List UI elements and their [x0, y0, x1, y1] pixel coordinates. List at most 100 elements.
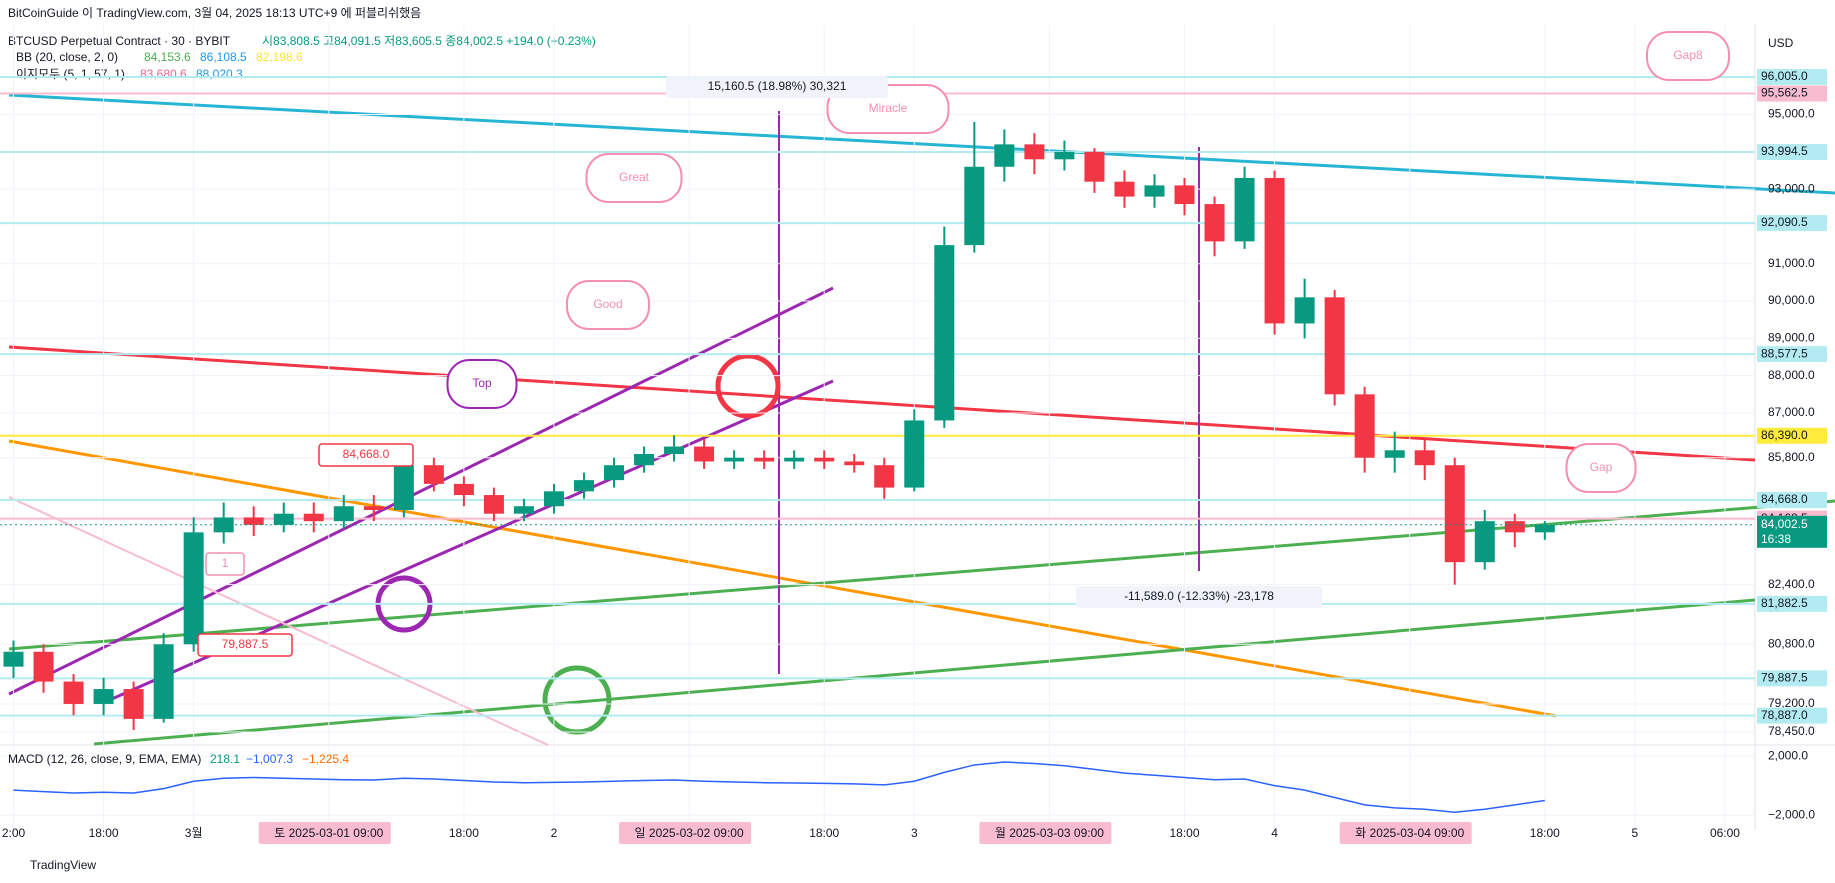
- price-level-label: 96,005.0: [1761, 69, 1808, 83]
- trend-line: [8, 499, 1835, 651]
- x-tick-label: 3월: [185, 826, 203, 840]
- last-price-label: 84,002.5: [1761, 517, 1808, 531]
- macd-line: [13, 761, 1545, 814]
- candle-body: [754, 457, 775, 462]
- measure-label: [1076, 586, 1322, 608]
- trend-line: [93, 598, 1756, 746]
- y-tick-label: 79,200.0: [1768, 696, 1815, 710]
- candle-body: [333, 506, 354, 522]
- candle-body: [1324, 297, 1345, 395]
- candle-body: [273, 513, 294, 525]
- callout-bubble: [585, 153, 683, 203]
- bb-name: BB (20, close, 2, 0): [16, 50, 118, 64]
- ohlc: 시83,808.5 고84,091.5 저83,605.5 종84,002.5 …: [262, 34, 596, 48]
- price-level-label: 93,994.5: [1761, 144, 1808, 158]
- candle-body: [1174, 185, 1195, 205]
- x-tick-label: 2:00: [2, 826, 26, 840]
- x-tick-label: 18:00: [89, 826, 119, 840]
- y-tick-label: 88,000.0: [1768, 368, 1815, 382]
- candle-body: [1474, 521, 1495, 563]
- callout-bubble: [1646, 31, 1730, 81]
- y-tick-label: 93,000.0: [1768, 181, 1815, 195]
- candle-body: [994, 144, 1015, 167]
- price-level-box: [1757, 69, 1827, 86]
- price-level-box: [1757, 346, 1827, 363]
- candle-body: [183, 532, 204, 645]
- candle-body: [123, 689, 144, 719]
- annotation: 79,887.5: [222, 637, 269, 651]
- candle-body: [3, 651, 24, 667]
- annotation: 84,668.0: [343, 447, 390, 461]
- candle-body: [1084, 151, 1105, 182]
- y-tick-label: 90,000.0: [1768, 293, 1815, 307]
- candle-body: [1444, 465, 1465, 563]
- candle-body: [694, 446, 715, 462]
- trend-line: [8, 93, 1835, 195]
- candle-body: [1114, 181, 1135, 197]
- candle-body: [964, 166, 985, 246]
- candle-body: [93, 689, 114, 704]
- y-tick-label: 85,800.0: [1768, 450, 1815, 464]
- published-line: BitCoinGuide 이 TradingView.com, 3월 04, 2…: [8, 6, 421, 20]
- bb-value: 82,198.6: [256, 50, 303, 64]
- annotation: Gap8: [1673, 48, 1703, 62]
- candle-body: [1534, 524, 1555, 533]
- x-tick-label: 18:00: [1530, 826, 1560, 840]
- y-tick-label: 78,450.0: [1768, 724, 1815, 738]
- price-level-label: 84,668.0: [1761, 492, 1808, 506]
- annotation: Great: [619, 170, 650, 184]
- y-tick-label: 91,000.0: [1768, 256, 1815, 270]
- price-level-label: 92,090.5: [1761, 215, 1808, 229]
- candle-body: [303, 513, 324, 522]
- candle-body: [543, 491, 564, 507]
- measure-label: [666, 76, 888, 98]
- price-level-box: [1757, 670, 1827, 687]
- x-tick-label: 4: [1271, 826, 1278, 840]
- candle-body: [423, 465, 444, 484]
- time-highlight: [1339, 822, 1472, 844]
- callout-bubble: [566, 280, 650, 330]
- candle-body: [634, 454, 655, 466]
- x-tick-label: 월 2025-03-03 09:00: [995, 826, 1104, 840]
- price-level-label: 86,390.0: [1761, 428, 1808, 442]
- x-tick-label: 토 2025-03-01 09:00: [274, 826, 383, 840]
- y-tick-label: 82,400.0: [1768, 577, 1815, 591]
- y-tick-label: 80,800.0: [1768, 636, 1815, 650]
- annotation: Miracle: [869, 101, 908, 115]
- indicator-value: 88,020.3: [196, 67, 243, 81]
- price-callout: [205, 552, 245, 576]
- annotation: 15,160.5 (18.98%) 30,321: [708, 79, 847, 93]
- time-highlight: [258, 822, 391, 844]
- countdown: 16:38: [1761, 532, 1791, 546]
- price-level-box: [1757, 215, 1827, 232]
- candle-body: [1264, 177, 1285, 324]
- price-callout: [318, 443, 414, 467]
- bb-value: 86,108.5: [200, 50, 247, 64]
- candle-body: [1234, 177, 1255, 242]
- callout-bubble: [1565, 443, 1637, 493]
- x-tick-label: 화 2025-03-04 09:00: [1355, 826, 1464, 840]
- last-price-box: [1757, 515, 1827, 548]
- time-highlight: [979, 822, 1112, 844]
- x-tick-label: 18:00: [1169, 826, 1199, 840]
- x-tick-label: 06:00: [1710, 826, 1740, 840]
- callout-bubble: [446, 359, 518, 409]
- candle-body: [814, 457, 835, 462]
- x-tick-label: 3: [911, 826, 918, 840]
- symbol: BTCUSD Perpetual Contract · 30 · BYBIT: [8, 34, 231, 48]
- candle-body: [664, 446, 685, 455]
- candle-body: [483, 495, 504, 514]
- candle-body: [1054, 151, 1075, 160]
- price-level-box: [1757, 491, 1827, 508]
- candle-body: [573, 480, 594, 492]
- candle-body: [1384, 450, 1405, 458]
- candle-body: [844, 461, 865, 466]
- candle-body: [1504, 521, 1525, 533]
- price-level-box: [1757, 144, 1827, 161]
- price-level-box: [1757, 595, 1827, 612]
- candle-body: [1024, 144, 1045, 160]
- candle-body: [243, 517, 264, 525]
- emoji-smile: [715, 353, 781, 419]
- price-level-box: [1757, 85, 1827, 102]
